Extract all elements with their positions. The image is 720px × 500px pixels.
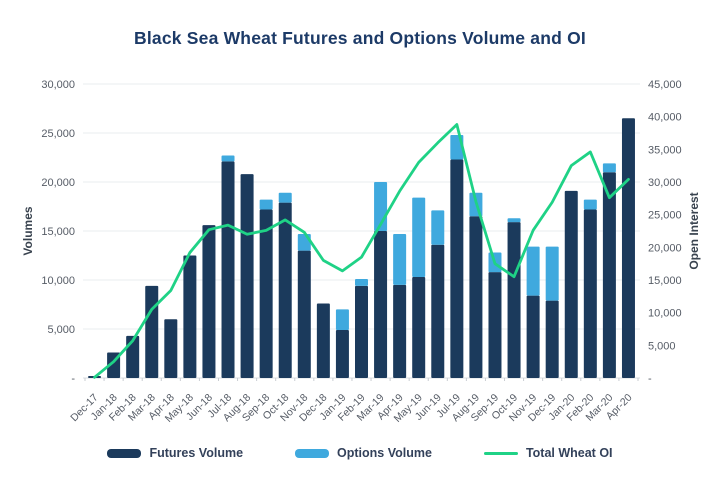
right-axis-tick-label: 5,000 [648, 340, 676, 352]
futures-bar [374, 231, 388, 378]
futures-bar [431, 244, 445, 378]
futures-bar [335, 329, 349, 378]
options-volume-swatch [295, 448, 330, 458]
futures-bar [621, 118, 635, 379]
options-bar [297, 233, 311, 251]
total-wheat-oi-swatch [483, 451, 518, 455]
total-wheat-oi-line [93, 123, 630, 379]
futures-bar [278, 202, 292, 378]
legend-item-futures: Futures Volume [107, 446, 243, 460]
futures-bar [221, 161, 235, 378]
left-axis-tick-label: 20,000 [41, 177, 75, 189]
right-axis-title: Open Interest [687, 192, 701, 270]
right-axis-tick-label: - [648, 373, 652, 385]
left-axis-tick-label: 15,000 [41, 226, 75, 238]
futures-bar [393, 284, 407, 378]
options-bar [526, 246, 540, 296]
futures-volume-swatch [107, 448, 142, 458]
futures-bar [412, 277, 426, 378]
legend-label-oi: Total Wheat OI [525, 446, 613, 460]
legend: Futures Volume Options Volume Total Whea… [0, 446, 720, 460]
futures-bar [602, 172, 616, 378]
left-axis-title: Volumes [21, 206, 35, 256]
options-bar [583, 199, 597, 210]
left-axis-tick-label: - [71, 373, 75, 385]
right-axis-tick-label: 10,000 [648, 308, 682, 320]
futures-bar [488, 272, 502, 378]
options-bar [412, 197, 426, 278]
options-bar [355, 279, 368, 286]
options-bar [393, 233, 407, 285]
futures-bar [145, 285, 159, 378]
right-axis-tick-label: 45,000 [648, 79, 682, 91]
futures-bar [183, 255, 197, 378]
options-bar [507, 218, 521, 223]
futures-bar [355, 285, 368, 378]
futures-bar [564, 190, 578, 378]
legend-item-options: Options Volume [295, 446, 432, 460]
legend-label-options: Options Volume [337, 446, 432, 460]
futures-bar [583, 209, 597, 378]
left-axis-tick-label: 30,000 [41, 79, 75, 91]
options-bar [335, 309, 349, 330]
futures-bar [164, 319, 178, 378]
right-axis-tick-label: 20,000 [648, 242, 682, 254]
right-axis-tick-label: 25,000 [648, 210, 682, 222]
options-bar [259, 199, 273, 210]
futures-bar [316, 303, 330, 378]
futures-bar [202, 225, 216, 378]
left-axis-tick-label: 10,000 [41, 275, 75, 287]
futures-bar [507, 222, 521, 378]
chart-title: Black Sea Wheat Futures and Options Volu… [134, 28, 586, 48]
left-axis-tick-label: 25,000 [41, 128, 75, 140]
futures-bar [526, 295, 540, 378]
legend-label-futures: Futures Volume [149, 446, 244, 460]
options-bar [221, 155, 235, 162]
legend-item-oi: Total Wheat OI [483, 446, 613, 460]
right-axis-tick-label: 40,000 [648, 112, 682, 124]
futures-bar [469, 216, 483, 378]
futures-bar [450, 159, 464, 378]
right-axis-tick-label: 35,000 [648, 144, 682, 156]
options-bar [431, 210, 445, 245]
options-bar [278, 192, 292, 203]
futures-bar [297, 250, 311, 378]
options-bar [602, 163, 616, 173]
futures-bar [240, 174, 254, 378]
left-axis-tick-label: 5,000 [47, 324, 75, 336]
right-axis-tick-label: 15,000 [648, 275, 682, 287]
futures-bar [545, 300, 559, 378]
options-bar [545, 246, 559, 301]
right-axis-tick-label: 30,000 [648, 177, 682, 189]
futures-bar [259, 209, 273, 378]
